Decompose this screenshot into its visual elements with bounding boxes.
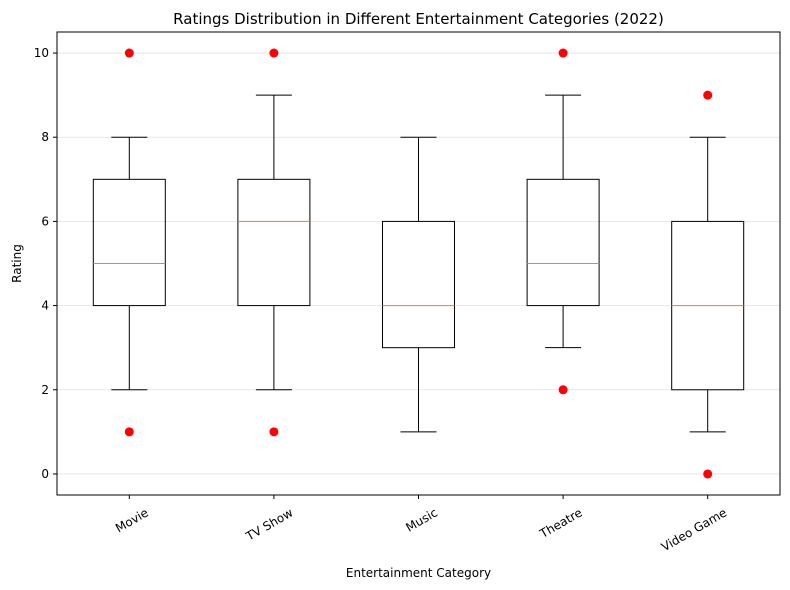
y-tick-label: 6	[41, 214, 49, 228]
x-tick-label: Music	[403, 505, 440, 534]
y-axis-ticks: 0 2 4 6 8 10	[34, 46, 57, 481]
outlier-point	[703, 90, 713, 100]
box-theatre	[526, 48, 600, 395]
y-tick-label: 8	[41, 130, 49, 144]
box-video-game	[671, 90, 745, 479]
x-tick-label: Movie	[113, 505, 151, 535]
iqr-box	[92, 178, 166, 307]
boxes	[92, 48, 745, 479]
box-music	[382, 136, 455, 433]
outlier-point	[703, 469, 713, 479]
x-tick-label: Video Game	[659, 505, 729, 554]
iqr-box	[526, 178, 600, 307]
y-axis-label: Rating	[10, 244, 24, 283]
outlier-point	[558, 48, 568, 58]
y-tick-label: 4	[41, 299, 49, 313]
x-axis-label: Entertainment Category	[346, 566, 491, 580]
box-tv-show	[237, 48, 311, 437]
x-axis-ticks: Movie TV Show Music Theatre Video Game	[113, 495, 729, 554]
box-movie	[92, 48, 166, 437]
y-tick-label: 0	[41, 467, 49, 481]
iqr-box	[237, 178, 311, 307]
outlier-point	[124, 427, 134, 437]
x-tick-label: Theatre	[537, 505, 585, 541]
outlier-point	[558, 385, 568, 395]
outlier-point	[269, 427, 279, 437]
x-tick-label: TV Show	[243, 505, 296, 544]
outlier-point	[269, 48, 279, 58]
outlier-point	[124, 48, 134, 58]
chart-title: Ratings Distribution in Different Entert…	[173, 10, 664, 28]
iqr-box	[382, 220, 455, 349]
y-tick-label: 10	[34, 46, 49, 60]
y-tick-label: 2	[41, 383, 49, 397]
